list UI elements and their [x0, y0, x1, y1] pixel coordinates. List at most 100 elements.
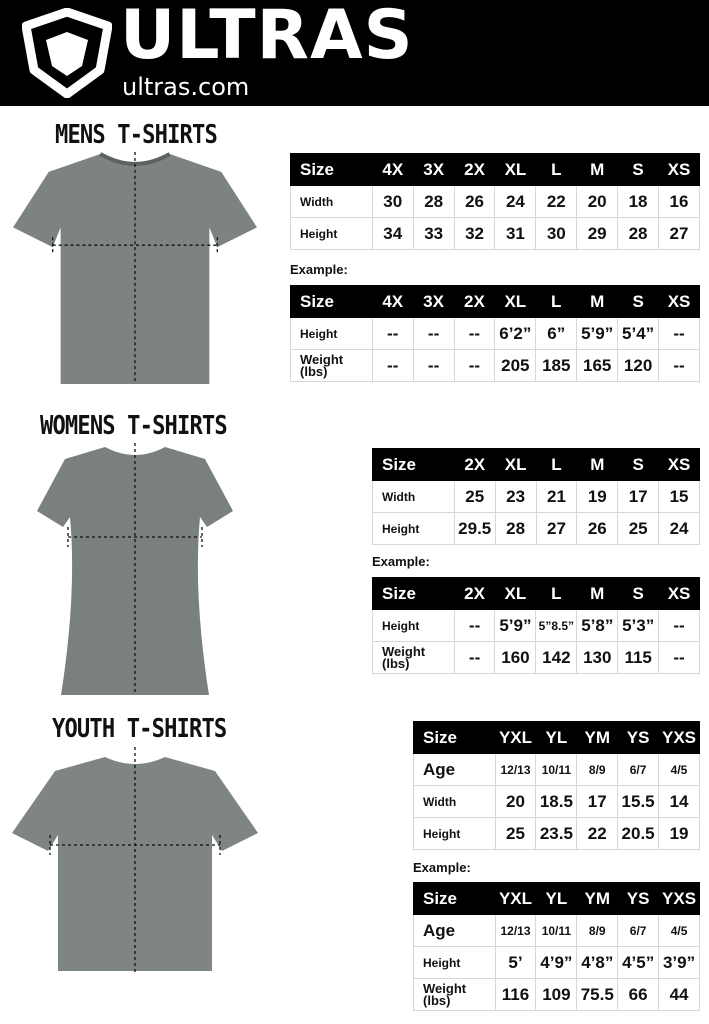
row-label: Height	[413, 946, 496, 979]
row-label: Age	[413, 914, 496, 947]
youth-title: YOUTH T-SHIRTS	[52, 714, 227, 744]
header-cell: Size	[290, 285, 373, 318]
header-cell: 3X	[412, 285, 455, 318]
header-cell: XS	[658, 448, 700, 481]
value-cell: --	[453, 349, 496, 382]
header-cell: 4X	[371, 285, 414, 318]
table-row: Width 20 18.5 17 15.5 14	[413, 785, 700, 818]
header-cell: Size	[413, 721, 496, 754]
header-cell: XS	[658, 577, 700, 610]
row-label: Width	[372, 480, 455, 513]
value-cell: 28	[494, 512, 537, 545]
header-cell: L	[535, 285, 578, 318]
value-cell: 4’9”	[535, 946, 578, 979]
table-row: Age 12/13 10/11 8/9 6/7 4/5	[413, 753, 700, 786]
value-cell: 21	[535, 480, 578, 513]
value-cell: 12/13	[494, 914, 537, 947]
brand-name: ULTRAS	[120, 0, 414, 75]
value-cell: 30	[535, 217, 578, 250]
value-cell: 20	[576, 185, 619, 218]
header-cell: XL	[494, 448, 537, 481]
value-cell: 17	[617, 480, 660, 513]
header-cell: S	[617, 577, 660, 610]
row-label: Width	[413, 785, 496, 818]
value-cell: 22	[535, 185, 578, 218]
value-cell: 160	[494, 641, 537, 674]
row-label: Height	[372, 609, 455, 642]
value-cell: 14	[658, 785, 700, 818]
header-cell: YM	[576, 882, 619, 915]
table-header-row: Size YXL YL YM YS YXS	[413, 882, 700, 915]
row-label: Height	[372, 512, 455, 545]
womens-example-table: Size 2X XL L M S XS Height -- 5’9” 5”8.5” 5’8” 5’3” -…	[372, 577, 700, 674]
youth-example-table: Size YXL YL YM YS YXS Age 12/13 10/11 8/9 6/7 4/5 He…	[413, 882, 700, 1011]
value-cell: 5”8.5”	[535, 609, 578, 642]
header-cell: XS	[658, 153, 700, 186]
table-row: Height 25 23.5 22 20.5 19	[413, 817, 700, 850]
value-cell: 6/7	[617, 914, 660, 947]
value-cell: 30	[371, 185, 414, 218]
table-row: Weight (lbs) -- -- -- 205 185 165 120 --	[290, 349, 700, 382]
value-cell: 15	[658, 480, 700, 513]
table-row: Width 30 28 26 24 22 20 18 16	[290, 185, 700, 218]
value-cell: 205	[494, 349, 537, 382]
value-cell: --	[658, 349, 700, 382]
womens-example-label: Example:	[372, 554, 430, 569]
header-cell: YS	[617, 882, 660, 915]
header-cell: YXL	[494, 882, 537, 915]
header-cell: 2X	[453, 153, 496, 186]
table-row: Width 25 23 21 19 17 15	[372, 480, 700, 513]
value-cell: 17	[576, 785, 619, 818]
value-cell: 29.5	[453, 512, 496, 545]
value-cell: 18.5	[535, 785, 578, 818]
value-cell: 25	[494, 817, 537, 850]
value-cell: 3’9”	[658, 946, 700, 979]
header-cell: YXL	[494, 721, 537, 754]
row-label: Age	[413, 753, 496, 786]
header-cell: M	[576, 285, 619, 318]
header-cell: L	[535, 577, 578, 610]
value-cell: 19	[658, 817, 700, 850]
table-row: Weight (lbs) -- 160 142 130 115 --	[372, 641, 700, 674]
value-cell: 5’4”	[617, 317, 660, 350]
header-cell: YL	[535, 882, 578, 915]
header-cell: YXS	[658, 882, 700, 915]
header-cell: M	[576, 448, 619, 481]
value-cell: 34	[371, 217, 414, 250]
brand-url: ultras.com	[122, 73, 250, 101]
value-cell: 31	[494, 217, 537, 250]
table-header-row: Size YXL YL YM YS YXS	[413, 721, 700, 754]
value-cell: 4/5	[658, 753, 700, 786]
womens-tshirt-image	[37, 443, 233, 695]
value-cell: 8/9	[576, 914, 619, 947]
value-cell: 5’3”	[617, 609, 660, 642]
header-cell: XL	[494, 153, 537, 186]
mens-example-label: Example:	[290, 262, 348, 277]
value-cell: 10/11	[535, 914, 578, 947]
value-cell: 15.5	[617, 785, 660, 818]
header-cell: M	[576, 577, 619, 610]
value-cell: 130	[576, 641, 619, 674]
table-header-row: Size 4X 3X 2X XL L M S XS	[290, 285, 700, 318]
value-cell: 33	[412, 217, 455, 250]
table-row: Age 12/13 10/11 8/9 6/7 4/5	[413, 914, 700, 947]
header-cell: L	[535, 153, 578, 186]
value-cell: 115	[617, 641, 660, 674]
value-cell: --	[453, 317, 496, 350]
value-cell: 23	[494, 480, 537, 513]
header-cell: XL	[494, 285, 537, 318]
header-cell: XS	[658, 285, 700, 318]
value-cell: 29	[576, 217, 619, 250]
value-cell: 20	[494, 785, 537, 818]
header-cell: Size	[290, 153, 373, 186]
mens-title: MENS T-SHIRTS	[55, 120, 218, 150]
value-cell: 19	[576, 480, 619, 513]
value-cell: --	[658, 317, 700, 350]
row-label: Height	[290, 217, 373, 250]
header-cell: YL	[535, 721, 578, 754]
womens-title: WOMENS T-SHIRTS	[40, 411, 228, 441]
youth-size-table: Size YXL YL YM YS YXS Age 12/13 10/11 8/9 6/7 4/5 Wi…	[413, 721, 700, 850]
header-cell: 2X	[453, 577, 496, 610]
value-cell: 6’2”	[494, 317, 537, 350]
header-cell: M	[576, 153, 619, 186]
